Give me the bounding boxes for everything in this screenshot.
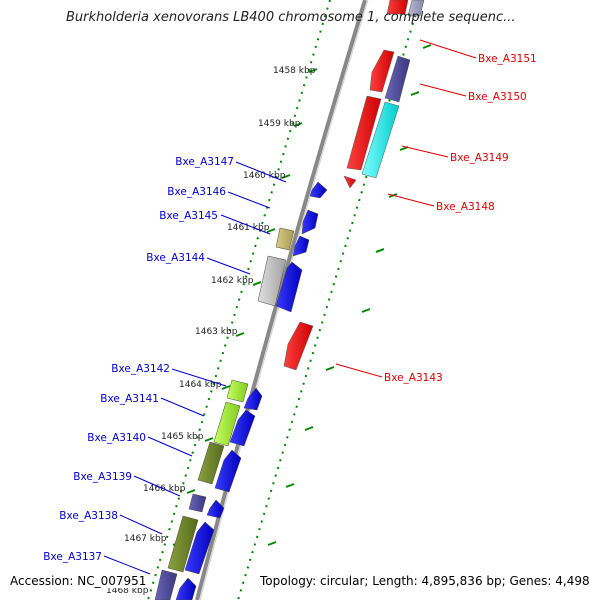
- gene-Bxe_A3151: [369, 49, 395, 93]
- gene-Bxe_A3145: [275, 227, 295, 251]
- gene-Bxe_A3149: [361, 101, 400, 179]
- gene-Bxe_A3148: [346, 95, 382, 171]
- gene-label-Bxe_A3139[interactable]: Bxe_A3139: [73, 471, 132, 483]
- gene-label-Bxe_A3144[interactable]: Bxe_A3144: [146, 252, 205, 264]
- gene-Bxe_A3148-tip: [343, 175, 357, 189]
- gene-Bxe_A3138b: [184, 521, 215, 575]
- gene-Bxe_A3145b: [292, 235, 310, 257]
- accession-label: Accession: NC_007951: [10, 574, 149, 588]
- gene-label-Bxe_A3143[interactable]: Bxe_A3143: [384, 372, 443, 384]
- tick-label: 1459 kbp: [258, 119, 301, 129]
- gene-Bxe_A3146: [301, 209, 319, 235]
- inner-ticks: [159, 68, 318, 594]
- tick-label: 1464 kbp: [179, 380, 222, 390]
- gene-label-Bxe_A3146[interactable]: Bxe_A3146: [167, 186, 226, 198]
- outer-scale-line: [237, 0, 421, 600]
- gene-label-Bxe_A3137[interactable]: Bxe_A3137: [43, 551, 102, 563]
- tick-label: 1462 kbp: [211, 276, 254, 286]
- forward-genes: [283, 0, 425, 371]
- gene-Bxe_A3137: [154, 569, 178, 600]
- gene-Bxe_A3142: [226, 379, 249, 403]
- gene-label-Bxe_A3148[interactable]: Bxe_A3148: [436, 201, 495, 213]
- tick-label: 1460 kbp: [243, 171, 286, 181]
- tick-label: 1467 kbp: [124, 534, 167, 544]
- gene-top-red: [386, 0, 409, 15]
- gene-Bxe_A3140: [197, 441, 225, 485]
- gene-label-Bxe_A3141[interactable]: Bxe_A3141: [100, 393, 159, 405]
- gene-label-Bxe_A3142[interactable]: Bxe_A3142: [111, 363, 170, 375]
- tick-label: 1468 kbp: [106, 586, 149, 596]
- gene-label-Bxe_A3145[interactable]: Bxe_A3145: [159, 210, 218, 222]
- sequence-summary: Topology: circular; Length: 4,895,836 bp…: [260, 574, 590, 588]
- gene-Bxe_A3141b: [229, 409, 256, 447]
- gene-Bxe_A3143: [283, 321, 314, 371]
- tick-label: 1458 kbp: [273, 66, 316, 76]
- gene-Bxe_A3147: [309, 181, 328, 199]
- gene-Bxe_A3150: [384, 55, 411, 103]
- gene-label-Bxe_A3147[interactable]: Bxe_A3147: [175, 156, 234, 168]
- gene-Bxe_A3139b: [206, 499, 225, 519]
- reverse-genes: [154, 181, 328, 600]
- tick-label: 1463 kbp: [195, 327, 238, 337]
- gene-Bxe_A3144b: [275, 261, 303, 313]
- tick-label: 1465 kbp: [161, 432, 204, 442]
- gene-Bxe_A3144: [257, 255, 287, 307]
- forward-leaders: [335, 39, 477, 378]
- gene-label-Bxe_A3151[interactable]: Bxe_A3151: [478, 53, 537, 65]
- gene-Bxe_A3137b: [175, 577, 197, 600]
- reverse-leaders: [103, 161, 287, 575]
- map-title: Burkholderia xenovorans LB400 chromosome…: [66, 10, 516, 25]
- gene-Bxe_A3139: [188, 493, 207, 513]
- gene-label-Bxe_A3138[interactable]: Bxe_A3138: [59, 510, 118, 522]
- gene-label-Bxe_A3149[interactable]: Bxe_A3149: [450, 152, 509, 164]
- gene-Bxe_A3138: [167, 515, 199, 573]
- gene-Bxe_A3140b: [214, 449, 242, 493]
- tick-label: 1461 kbp: [227, 223, 270, 233]
- gene-Bxe_A3141: [213, 401, 241, 447]
- gene-label-Bxe_A3140[interactable]: Bxe_A3140: [87, 432, 146, 444]
- gene-Bxe_A3142b: [243, 387, 263, 411]
- gene-top-slate: [407, 0, 425, 17]
- inner-scale-line: [147, 0, 331, 600]
- gene-label-Bxe_A3150[interactable]: Bxe_A3150: [468, 91, 527, 103]
